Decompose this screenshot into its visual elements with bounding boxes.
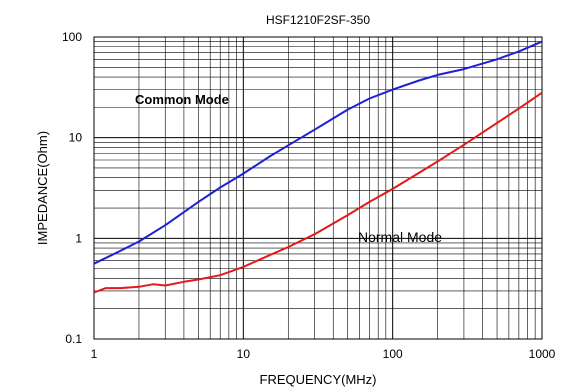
y-tick-label: 10 [69,131,83,145]
grid-lines [94,37,542,339]
plot-area-frame [93,36,543,340]
annotation-normal-mode: Normal Mode [358,229,442,245]
series-lines [93,40,543,294]
y-tick-label: 100 [62,30,82,44]
x-tick-label: 10 [237,347,251,361]
tick-labels: 1 10 100 1000 0.1 1 10 100 [62,30,556,361]
x-tick-label: 1 [91,347,98,361]
x-tick-label: 1000 [529,347,556,361]
chart-title: HSF1210F2SF-350 [266,13,370,27]
y-tick-label: 1 [75,231,82,245]
x-tick-label: 100 [383,347,403,361]
annotation-common-mode: Common Mode [135,92,229,107]
x-axis-label: FREQUENCY(MHz) [260,372,377,387]
y-tick-label: 0.1 [65,332,82,346]
series-line-normal-mode [93,91,543,294]
y-axis-label: IMPEDANCE(Ohm) [35,131,50,245]
series-line-common-mode [93,40,543,265]
